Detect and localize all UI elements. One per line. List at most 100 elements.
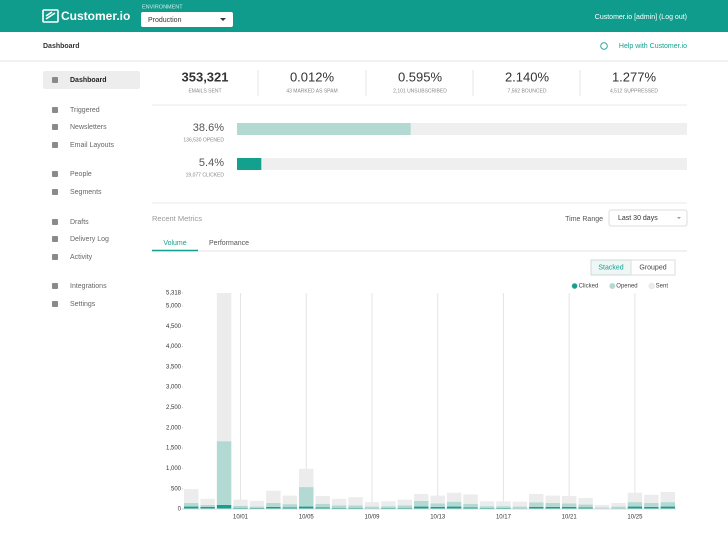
sidebar-icon <box>52 219 58 225</box>
sidebar-item[interactable]: Triggered <box>70 107 100 114</box>
bar-segment <box>299 506 314 509</box>
bar-segment <box>496 501 511 507</box>
mode-button[interactable] <box>630 259 676 276</box>
bar-segment <box>545 502 560 507</box>
bar-segment <box>299 468 314 488</box>
sidebar-active <box>43 71 140 89</box>
bar-segment <box>348 505 363 508</box>
rate-track <box>237 158 687 170</box>
bar-segment <box>578 504 593 508</box>
bar-segment <box>463 494 478 504</box>
mode-label: Grouped <box>639 264 666 271</box>
sidebar-item[interactable]: Segments <box>70 189 102 196</box>
bar-segment <box>266 502 281 507</box>
y-tick-label: 500 <box>171 486 182 492</box>
bar-segment <box>216 504 232 509</box>
y-tick-label: 5,318 <box>166 291 182 297</box>
bar-segment <box>282 507 298 509</box>
breadcrumb: Dashboard <box>43 43 80 50</box>
stat-value: 353,321 <box>182 69 229 84</box>
legend-swatch <box>609 283 616 289</box>
bar-segment <box>463 507 478 509</box>
x-tick-label: 10/09 <box>364 515 380 521</box>
bar-segment <box>644 494 659 503</box>
legend-swatch <box>571 283 578 289</box>
bar-segment <box>216 441 232 505</box>
bar-segment <box>512 506 528 509</box>
bar-segment <box>496 507 511 509</box>
bar-segment <box>627 492 643 503</box>
bar-segment <box>381 506 396 508</box>
metrics-title: Recent Metrics <box>152 214 202 223</box>
sidebar-item[interactable]: Integrations <box>70 283 107 290</box>
environment-value: Production <box>148 17 182 24</box>
bar-segment <box>233 507 248 509</box>
bar-segment <box>183 506 199 509</box>
bar-segment <box>233 499 248 506</box>
bar-segment <box>644 506 659 509</box>
sidebar-item[interactable]: Settings <box>70 301 96 308</box>
sidebar-icon <box>52 283 58 289</box>
help-link[interactable]: Help with Customer.io <box>619 43 687 50</box>
sidebar-item[interactable]: People <box>70 171 92 178</box>
legend-label: Clicked <box>579 284 599 290</box>
bar-segment <box>627 506 643 509</box>
bar-segment <box>479 506 495 508</box>
bar-segment <box>660 491 676 503</box>
rate-label: 5.4% <box>199 157 224 169</box>
bar-segment <box>397 507 413 509</box>
bar-segment <box>266 490 281 503</box>
top-bar <box>0 0 728 32</box>
time-range-select[interactable] <box>608 209 688 227</box>
rate-label: 38.6% <box>193 122 224 134</box>
bar-segment <box>348 507 363 509</box>
sidebar-item[interactable]: Dashboard <box>70 77 107 84</box>
x-tick-label: 10/13 <box>430 515 446 521</box>
bar-segment <box>364 506 380 509</box>
sidebar-item[interactable]: Email Layouts <box>70 142 114 149</box>
bar-segment <box>561 503 577 507</box>
bar-segment <box>364 502 380 507</box>
bar-segment <box>611 506 626 509</box>
bar-segment <box>331 507 347 509</box>
bar-segment <box>496 506 511 508</box>
rate-bar <box>237 123 411 135</box>
stat-value: 0.012% <box>290 69 335 84</box>
x-tick-label: 10/01 <box>233 515 249 521</box>
bar-segment <box>561 496 577 504</box>
environment-select[interactable] <box>141 12 233 27</box>
bar-segment <box>381 501 396 507</box>
bar-segment <box>348 497 363 506</box>
bar-segment <box>578 498 593 505</box>
logo[interactable]: Customer.io <box>61 9 130 23</box>
bar-segment <box>414 500 429 507</box>
rate-bar <box>237 158 262 170</box>
tab[interactable]: Performance <box>209 240 249 247</box>
bar-segment <box>381 507 396 509</box>
sidebar-item[interactable]: Delivery Log <box>70 236 109 243</box>
stat-value: 2.140% <box>505 69 550 84</box>
account-link[interactable]: Customer.io [admin] (Log out) <box>595 14 687 21</box>
bar-segment <box>479 501 495 507</box>
legend-label: Sent <box>656 284 669 290</box>
x-tick-label: 10/21 <box>562 515 578 521</box>
sidebar-icon <box>52 124 58 130</box>
time-range-label: Time Range <box>565 216 603 223</box>
bar-segment <box>183 489 199 503</box>
time-range: Last 30 days <box>618 215 658 222</box>
sidebar-item[interactable]: Activity <box>70 254 93 261</box>
bar-segment <box>463 503 478 508</box>
y-tick-label: 4,500 <box>166 324 182 330</box>
sidebar-item[interactable]: Newsletters <box>70 124 107 131</box>
bar-segment <box>414 506 429 509</box>
sidebar-icon <box>52 77 58 83</box>
bar-segment <box>578 507 593 509</box>
y-tick-label: 2,500 <box>166 405 182 411</box>
tab[interactable]: Volume <box>163 240 186 247</box>
bar-segment <box>446 506 462 509</box>
sidebar-item[interactable]: Drafts <box>70 219 89 226</box>
mode-label: Stacked <box>598 264 623 271</box>
bar-segment <box>529 493 544 503</box>
